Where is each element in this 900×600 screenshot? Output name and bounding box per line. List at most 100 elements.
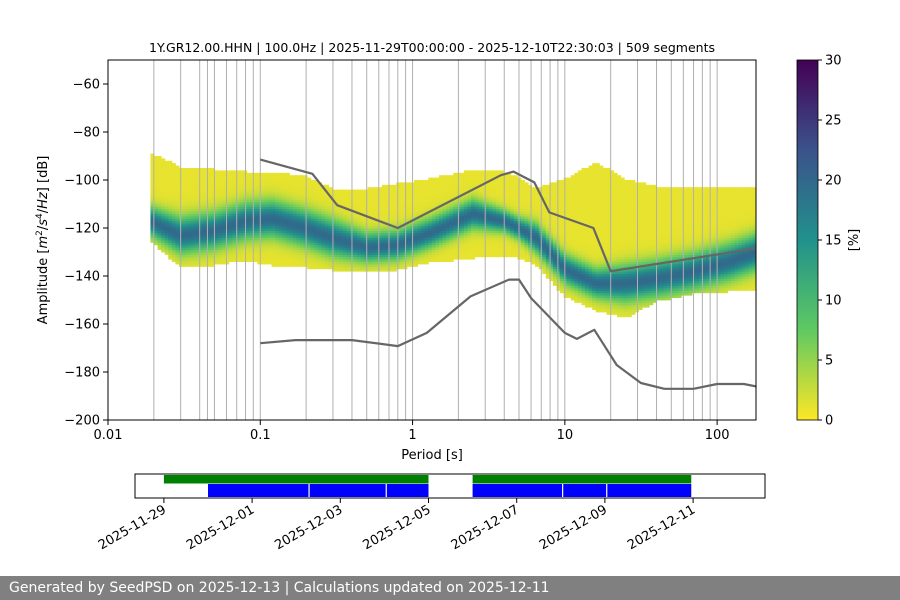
psd-cell (207, 252, 212, 255)
psd-cell (385, 240, 390, 243)
psd-cell (360, 199, 365, 202)
psd-cell (560, 290, 565, 294)
psd-cell (556, 278, 561, 282)
psd-cell (332, 220, 337, 224)
psd-cell (364, 244, 369, 248)
psd-cell (528, 235, 533, 238)
psd-cell (346, 204, 351, 207)
psd-cell (271, 228, 276, 231)
psd-cell (556, 228, 561, 231)
psd-cell (424, 201, 429, 205)
psd-cell (467, 218, 472, 222)
psd-cell (321, 259, 326, 262)
psd-cell (307, 232, 312, 236)
psd-cell (335, 259, 340, 262)
psd-cell (164, 170, 169, 174)
psd-cell (378, 204, 383, 207)
psd-cell (385, 201, 390, 205)
psd-cell (563, 228, 568, 231)
psd-cell (285, 189, 290, 193)
psd-cell (577, 170, 582, 174)
psd-cell (602, 223, 607, 226)
psd-cell (560, 244, 565, 248)
psd-cell (563, 292, 568, 296)
psd-cell (171, 172, 176, 176)
psd-cell (182, 254, 187, 258)
psd-cell (257, 180, 262, 183)
psd-cell (189, 187, 194, 190)
psd-cell (567, 213, 572, 217)
psd-cell (246, 192, 251, 195)
psd-cell (524, 194, 529, 198)
psd-cell (175, 261, 180, 265)
psd-cell (574, 290, 579, 294)
psd-cell (595, 264, 600, 267)
psd-cell (481, 189, 486, 193)
psd-cell (556, 235, 561, 238)
psd-cell (481, 180, 486, 183)
psd-cell (207, 175, 212, 178)
psd-cell (324, 254, 330, 258)
psd-cell (570, 295, 575, 298)
psd-cell (264, 208, 269, 212)
psd-cell (332, 254, 337, 258)
psd-cell (171, 244, 176, 248)
psd-cell (235, 172, 240, 176)
psd-cell (260, 175, 265, 178)
psd-cell (235, 180, 240, 183)
psd-cell (399, 194, 404, 198)
psd-cell (378, 240, 383, 243)
psd-cell (471, 232, 476, 236)
psd-cell (175, 208, 180, 212)
psd-cell (424, 256, 429, 260)
psd-cell (499, 252, 504, 255)
psd-cell (321, 261, 326, 265)
psd-cell (414, 254, 419, 258)
psd-cell (485, 194, 490, 198)
psd-cell (528, 194, 533, 198)
psd-cell (232, 223, 237, 226)
psd-cell (200, 256, 205, 260)
psd-cell (560, 252, 565, 255)
psd-cell (186, 180, 191, 183)
psd-cell (378, 237, 383, 241)
psd-cell (406, 211, 411, 214)
psd-cell (595, 172, 600, 176)
psd-cell (214, 228, 219, 231)
psd-cell (560, 259, 565, 262)
psd-cell (531, 252, 536, 255)
psd-cell (460, 242, 465, 246)
psd-cell (171, 223, 176, 226)
psd-cell (250, 240, 255, 243)
psd-cell (428, 242, 433, 246)
psd-cell (307, 199, 312, 202)
psd-cell (307, 208, 312, 212)
psd-cell (595, 247, 600, 250)
psd-cell (528, 247, 533, 250)
psd-cell (271, 240, 276, 243)
psd-cell (228, 170, 233, 174)
psd-cell (314, 249, 319, 253)
psd-cell (463, 216, 468, 219)
psd-cell (599, 280, 604, 284)
psd-cell (588, 192, 593, 195)
psd-cell (531, 208, 536, 212)
psd-cell (171, 206, 176, 210)
psd-cell (549, 278, 554, 282)
psd-cell (339, 247, 344, 250)
psd-cell (549, 254, 554, 258)
psd-cell (424, 254, 429, 258)
psd-cell (492, 170, 497, 174)
psd-cell (428, 180, 433, 183)
psd-cell (292, 206, 297, 210)
psd-cell (492, 194, 497, 198)
psd-cell (207, 237, 212, 241)
psd-cell (542, 220, 547, 224)
psd-cell (317, 242, 322, 246)
psd-cell (567, 295, 572, 298)
psd-cell (449, 218, 454, 222)
psd-cell (428, 259, 433, 262)
psd-cell (524, 213, 529, 217)
psd-cell (552, 182, 558, 186)
psd-cell (285, 208, 290, 212)
